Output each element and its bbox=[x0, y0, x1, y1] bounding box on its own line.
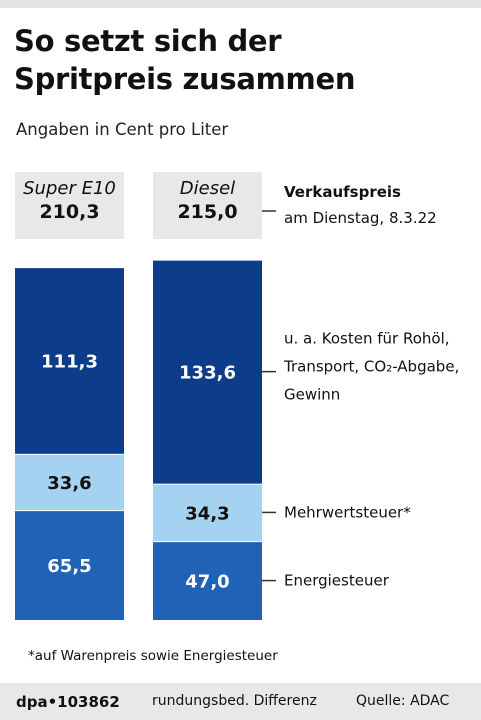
top-bar bbox=[0, 0, 481, 8]
rounding-note: rundungsbed. Differenz bbox=[152, 693, 317, 709]
bar-segment-energy-tax-super-e10 bbox=[15, 510, 124, 620]
data-label-energy-tax-super-e10: 65,5 bbox=[47, 556, 91, 577]
annotation-costs-line-1: u. a. Kosten für Rohöl, bbox=[284, 330, 450, 348]
data-label-vat-super-e10: 33,6 bbox=[47, 473, 91, 494]
bar-segment-costs-diesel bbox=[153, 259, 262, 484]
data-label-costs-super-e10: 111,3 bbox=[41, 351, 98, 372]
bar-segment-costs-super-e10 bbox=[15, 267, 124, 454]
total-label-super-e10: 210,3 bbox=[39, 201, 100, 223]
bar-segment-vat-diesel bbox=[153, 483, 262, 542]
footnote: *auf Warenpreis sowie Energiesteuer bbox=[28, 648, 278, 664]
header-super-e10: Super E10 210,3 bbox=[15, 172, 124, 239]
annotation-total-date: am Dienstag, 8.3.22 bbox=[284, 209, 437, 227]
data-label-vat-diesel: 34,3 bbox=[185, 503, 229, 524]
chart-subtitle: Angaben in Cent pro Liter bbox=[16, 120, 229, 139]
category-label-diesel: Diesel bbox=[179, 178, 236, 199]
title-line-2: Spritpreis zusammen bbox=[14, 62, 356, 96]
chart-title: So setzt sich der Spritpreis zusammen bbox=[14, 22, 474, 98]
total-label-diesel: 215,0 bbox=[177, 201, 238, 223]
title-line-1: So setzt sich der bbox=[14, 24, 282, 58]
annotation-energy: Energiesteuer bbox=[284, 572, 390, 590]
data-label-energy-tax-diesel: 47,0 bbox=[185, 572, 229, 593]
category-label-super-e10: Super E10 bbox=[23, 178, 116, 199]
annotation-costs-line-3: Gewinn bbox=[284, 386, 340, 404]
bar-segment-vat-super-e10 bbox=[15, 453, 124, 511]
annotation-vat: Mehrwertsteuer* bbox=[284, 503, 411, 521]
data-label-costs-diesel: 133,6 bbox=[179, 363, 236, 384]
annotation-costs-line-2: Transport, CO₂-Abgabe, bbox=[283, 358, 459, 376]
annotation-total-title: Verkaufspreis bbox=[284, 183, 401, 201]
bar-segment-energy-tax-diesel bbox=[153, 541, 262, 620]
credit: dpa•103862 bbox=[16, 693, 120, 711]
source: Quelle: ADAC bbox=[356, 693, 450, 709]
header-diesel: Diesel 215,0 bbox=[153, 172, 262, 239]
bottom-bar: dpa•103862 rundungsbed. Differenz Quelle… bbox=[0, 683, 481, 720]
